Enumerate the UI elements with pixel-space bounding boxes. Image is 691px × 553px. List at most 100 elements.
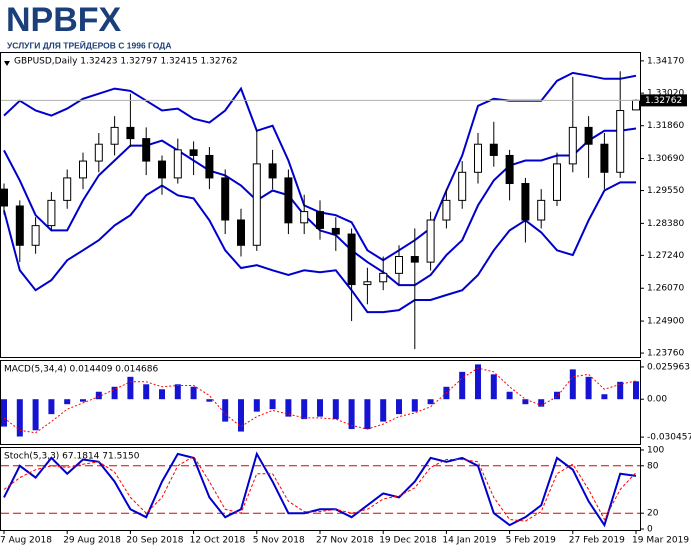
candle-body <box>600 143 609 173</box>
macd-bar <box>396 399 402 415</box>
macd-bar <box>143 384 150 400</box>
y-tick-label: 1.23760 <box>647 349 684 359</box>
x-tick-label: 14 Jan 2019 <box>442 536 496 546</box>
y-tick-label: 100 <box>647 445 664 455</box>
macd-bar <box>554 391 560 400</box>
macd-bar <box>238 399 244 432</box>
macd-bar <box>601 394 608 400</box>
macd-frame <box>0 360 641 445</box>
logo: NPBFX <box>6 1 122 39</box>
macd-bar <box>127 376 134 400</box>
macd-bar <box>633 381 639 400</box>
macd-bar <box>569 369 576 400</box>
candle-body <box>31 225 40 246</box>
stoch-line <box>3 455 637 522</box>
candle-body <box>0 188 8 207</box>
candle-body <box>379 272 388 283</box>
candle-body <box>173 149 182 179</box>
y-tick-label: 1.30690 <box>647 154 684 164</box>
y-tick-label: 1.33020 <box>647 89 684 99</box>
x-tick-label: 19 Mar 2019 <box>632 536 689 546</box>
candle-body <box>300 211 309 224</box>
x-tick-label: 20 Sep 2018 <box>126 536 183 546</box>
candle-body <box>316 211 324 229</box>
x-tick-label: 19 Dec 2018 <box>379 536 437 546</box>
macd-bar <box>222 399 229 422</box>
x-tick-label: 27 Feb 2019 <box>569 536 625 546</box>
y-tick-label: -0.030457 <box>647 433 691 443</box>
macd-bar <box>585 376 592 400</box>
candle-body <box>395 256 403 274</box>
y-tick-label: 1.27240 <box>647 251 684 261</box>
candle-body <box>126 126 135 140</box>
macd-bar <box>506 391 513 400</box>
macd-bar <box>459 371 466 400</box>
y-tick-label: 1.34170 <box>647 56 684 66</box>
x-tick-label: 7 Aug 2018 <box>0 536 52 546</box>
candle-body <box>63 177 72 201</box>
x-tick-label: 12 Oct 2018 <box>190 536 246 546</box>
macd-bar <box>317 399 323 417</box>
candle-body <box>47 199 56 227</box>
macd-bar <box>80 399 86 402</box>
candle-body <box>252 163 261 246</box>
candle-body <box>537 199 546 221</box>
macd-bar <box>522 399 529 405</box>
candle-body <box>410 256 419 263</box>
macd-bar <box>64 399 71 405</box>
candle-body <box>158 160 166 179</box>
panel-title: Stoch(5,3,3) 67.1814 71.5150 <box>4 452 140 462</box>
macd-bar <box>1 399 7 427</box>
panel-title: GBPUSD,Daily 1.32423 1.32797 1.32415 1.3… <box>14 57 238 67</box>
bollinger-band <box>3 181 636 314</box>
macd-bar <box>285 399 292 417</box>
candle-body <box>426 219 435 263</box>
candle-body <box>347 233 356 286</box>
macd-bar <box>538 399 545 407</box>
logo-tagline: УСЛУГИ ДЛЯ ТРЕЙДЕРОВ С 1996 ГОДА <box>7 39 171 50</box>
macd-bar <box>174 384 181 400</box>
y-tick-label: 80 <box>647 461 659 471</box>
macd-bar <box>206 399 213 402</box>
candle-body <box>632 99 640 111</box>
candle-body <box>489 143 498 156</box>
macd-bar <box>348 399 355 430</box>
last-price-label: 1.32762 <box>645 96 682 106</box>
candle-body <box>284 177 293 224</box>
candle-body <box>79 160 87 179</box>
candle-body <box>110 126 119 145</box>
y-tick-label: 0.025963 <box>647 362 690 372</box>
candle-body <box>268 163 277 179</box>
candle-body <box>94 143 103 162</box>
candle-body <box>15 205 24 246</box>
macd-bar <box>427 399 434 405</box>
y-tick-label: 1.31860 <box>647 121 684 131</box>
macd-bar <box>301 399 308 420</box>
candle-body <box>458 171 467 201</box>
y-tick-label: 1.29550 <box>647 186 684 196</box>
last-price-box <box>641 94 687 107</box>
candle-body <box>474 143 482 173</box>
macd-bar <box>617 381 624 400</box>
signal-line <box>3 367 637 434</box>
macd-bar <box>411 399 418 412</box>
candle-body <box>189 149 198 156</box>
stoch-line <box>3 451 637 528</box>
y-tick-label: 1.24900 <box>647 317 684 327</box>
macd-bar <box>269 399 276 410</box>
macd-bar <box>253 399 260 412</box>
y-tick-label: 1.28380 <box>647 219 684 229</box>
x-tick-label: 5 Nov 2018 <box>253 536 305 546</box>
y-tick-label: 0 <box>647 525 653 535</box>
candle-body <box>363 281 372 286</box>
candle-body <box>553 163 561 201</box>
menu-arrow <box>4 61 10 66</box>
candle-body <box>442 199 451 221</box>
y-tick-label: 20 <box>647 509 659 519</box>
candle-body <box>568 126 577 165</box>
candle-body <box>331 227 340 235</box>
candle-body <box>205 154 214 179</box>
macd-bar <box>32 399 39 431</box>
candle-body <box>584 126 593 145</box>
